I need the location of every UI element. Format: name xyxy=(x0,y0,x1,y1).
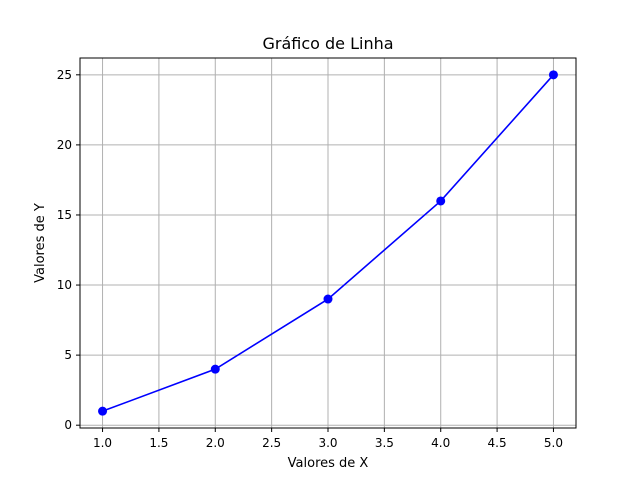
x-tick-label: 4.5 xyxy=(488,436,507,450)
x-tick-label: 3.5 xyxy=(375,436,394,450)
data-point xyxy=(323,294,333,304)
y-tick-label: 5 xyxy=(64,348,72,362)
x-axis-label: Valores de X xyxy=(288,456,369,471)
y-axis-label: Valores de Y xyxy=(33,203,48,283)
data-point xyxy=(436,196,446,206)
series-layer xyxy=(98,70,558,416)
data-point xyxy=(98,406,108,416)
x-tick-label: 4.0 xyxy=(431,436,450,450)
x-tick-label: 1.5 xyxy=(149,436,168,450)
x-tick-label: 5.0 xyxy=(544,436,563,450)
data-point xyxy=(548,70,558,80)
y-tick-label: 10 xyxy=(57,278,72,292)
chart-title: Gráfico de Linha xyxy=(262,34,393,53)
x-tick-label: 2.0 xyxy=(206,436,225,450)
y-tick-label: 15 xyxy=(57,208,72,222)
x-axis: 1.0 1.5 2.0 2.5 3.0 3.5 4.0 4.5 5.0 xyxy=(93,428,563,450)
y-tick-label: 0 xyxy=(64,418,72,432)
x-tick-label: 3.0 xyxy=(318,436,337,450)
data-point xyxy=(210,364,220,374)
x-tick-label: 1.0 xyxy=(93,436,112,450)
y-axis: 0 5 10 15 20 25 xyxy=(57,68,80,432)
y-tick-label: 25 xyxy=(57,68,72,82)
y-tick-label: 20 xyxy=(57,138,72,152)
grid xyxy=(80,58,576,428)
x-tick-label: 2.5 xyxy=(262,436,281,450)
